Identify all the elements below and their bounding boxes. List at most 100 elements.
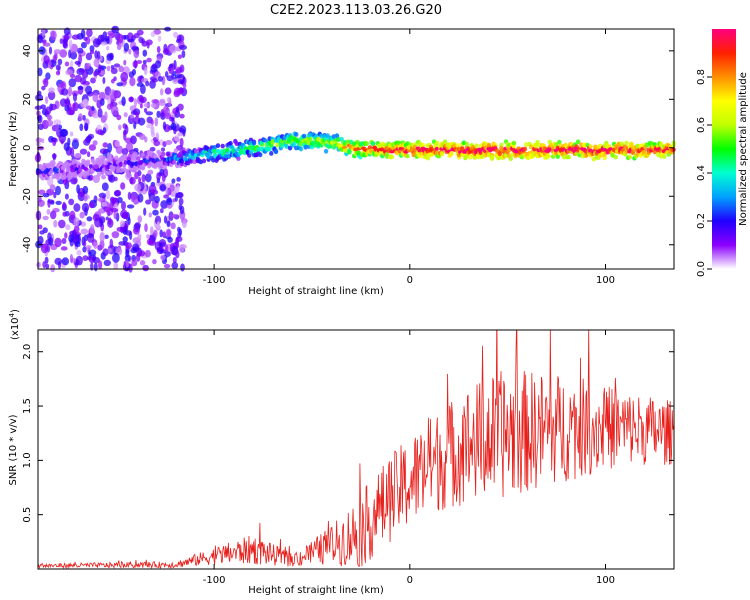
spectrogram-cell xyxy=(73,225,80,234)
spectrogram-cell xyxy=(162,231,166,239)
spectrogram-cell xyxy=(86,135,92,141)
spectrogram-cell xyxy=(68,234,74,243)
spectrogram-cell xyxy=(71,34,80,40)
spectrogram-cell xyxy=(159,208,164,214)
spectrogram-cell xyxy=(62,211,67,217)
spectrogram-cell xyxy=(42,261,47,269)
spectrogram-cell xyxy=(54,257,62,265)
spectrogram-cell xyxy=(35,94,44,102)
x-tick-label: 100 xyxy=(596,275,615,286)
spectrogram-cell xyxy=(89,50,95,55)
spectrogram-cell xyxy=(68,86,73,97)
spectrogram-cell xyxy=(151,102,157,109)
spectrogram-cell xyxy=(85,245,92,250)
spectrogram-cell xyxy=(75,255,83,266)
spectrogram-cell xyxy=(171,178,176,184)
spectrogram-cell xyxy=(325,133,330,139)
spectrogram-cell xyxy=(175,145,184,151)
spectrogram-cell xyxy=(162,48,170,55)
spectrogram-cell xyxy=(164,244,169,253)
spectrogram-cell xyxy=(247,145,252,151)
spectrogram-cell xyxy=(68,198,75,206)
spectrogram-cell xyxy=(129,114,134,119)
spectrogram-cell xyxy=(92,256,100,264)
spectrogram-cell xyxy=(334,133,340,139)
spectrogram-cell xyxy=(106,45,110,51)
spectrogram-cell xyxy=(55,185,61,196)
spectrogram-cell xyxy=(86,216,93,222)
spectrogram-cell xyxy=(113,261,119,270)
spectrogram-cell xyxy=(153,229,158,238)
spectrogram-cell xyxy=(160,147,166,152)
spectrogram-cell xyxy=(117,196,123,204)
spectrogram-cell xyxy=(301,133,307,139)
spectrogram-cell xyxy=(130,110,138,115)
y-tick-label: 40 xyxy=(22,44,33,57)
spectrogram-cell xyxy=(52,153,56,161)
spectrogram-cell xyxy=(359,141,365,147)
spectrogram-cell xyxy=(145,80,150,87)
spectrogram-cell xyxy=(107,247,112,253)
plot-frame xyxy=(37,28,675,270)
spectrogram-cell xyxy=(132,243,140,252)
spectrogram-cell xyxy=(131,46,139,51)
spectrogram-cell xyxy=(97,108,103,118)
spectrogram-cell xyxy=(177,132,183,137)
spectrogram-cell xyxy=(98,216,106,224)
spectrogram-cell xyxy=(80,228,89,235)
spectrogram-cell xyxy=(176,177,181,182)
spectrogram-cell xyxy=(258,152,263,158)
spectrogram-cell xyxy=(82,255,89,261)
spectrogram-cell xyxy=(48,46,53,55)
spectrogram-cell xyxy=(84,122,89,132)
chart-title: C2E2.2023.113.03.26.G20 xyxy=(270,3,442,18)
spectrogram-cell xyxy=(154,195,160,204)
spectrogram-cell xyxy=(46,114,53,121)
spectrogram-cell xyxy=(149,147,156,152)
spectrogram-cell xyxy=(143,107,148,113)
y-tick-label: 1.5 xyxy=(22,398,33,414)
spectrogram-cell xyxy=(68,39,73,50)
spectrogram-cell xyxy=(148,192,156,202)
spectrogram-cell xyxy=(99,232,105,242)
spectrogram-cell xyxy=(101,174,106,180)
spectrogram-cell xyxy=(72,102,77,109)
spectrogram-cell xyxy=(92,92,99,103)
spectrogram-cell xyxy=(63,142,70,152)
spectrogram-cell xyxy=(172,71,177,77)
spectrogram-cell xyxy=(137,233,142,242)
spectrogram-cell xyxy=(78,113,83,122)
spectrogram-cell xyxy=(116,33,124,44)
spectrogram-cell xyxy=(35,137,42,143)
colorbar-label: Normalized spectral amplitude xyxy=(738,72,749,226)
spectrogram-cell xyxy=(123,112,128,118)
spectrogram-cell xyxy=(134,171,139,180)
y-tick-label: -20 xyxy=(22,188,33,204)
spectrogram-cell xyxy=(104,94,110,100)
spectrogram-cell xyxy=(619,141,625,147)
spectrogram-cell xyxy=(83,98,89,107)
spectrogram-cell xyxy=(159,88,164,96)
spectrogram-cell xyxy=(122,236,128,243)
spectrogram-cell xyxy=(114,155,119,161)
spectrogram-cell xyxy=(59,98,68,107)
spectrogram-cell xyxy=(83,240,87,247)
spectrogram-cell xyxy=(156,46,161,54)
spectrogram-cell xyxy=(449,151,454,157)
spectrogram-cell xyxy=(73,153,82,158)
spectrogram-cell xyxy=(48,237,54,246)
spectrogram-cell xyxy=(74,60,81,65)
spectrogram-cell xyxy=(110,208,119,213)
spectrogram-cell xyxy=(116,226,124,232)
spectrogram-cell xyxy=(129,77,136,87)
spectrogram-cell xyxy=(139,260,146,266)
spectrogram-cell xyxy=(65,224,71,231)
spectrogram-cell xyxy=(108,174,116,183)
spectrogram-cell xyxy=(128,96,135,103)
spectrogram-cell xyxy=(133,98,137,108)
spectrogram-cell xyxy=(175,250,180,259)
spectrogram-cell xyxy=(127,38,135,43)
spectrogram-cell xyxy=(84,63,90,70)
spectrogram-cell xyxy=(298,146,304,152)
spectrogram-cell xyxy=(170,213,177,218)
